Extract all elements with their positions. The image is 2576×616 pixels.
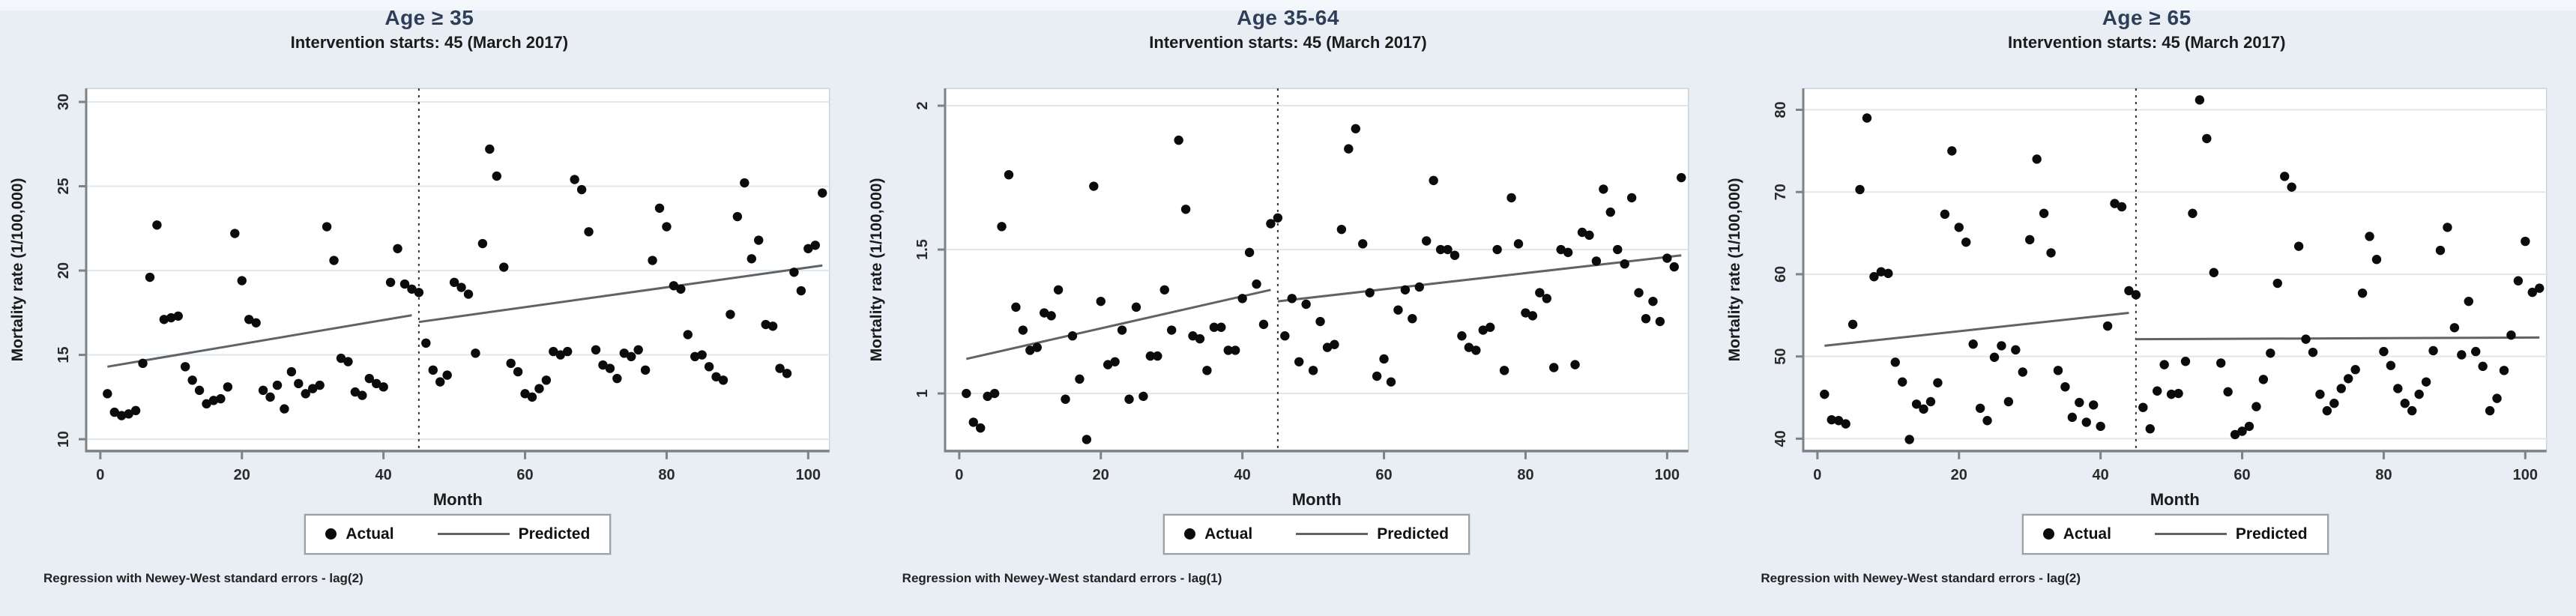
svg-text:100: 100 [1654, 467, 1679, 483]
chart-title: Age ≥ 65 [2102, 6, 2192, 29]
scatter-plot: 10 15 20 25 30 0 20 40 60 80 100 Mortality rate (1… [9, 88, 830, 509]
chart-subtitle: Intervention starts: 45 (March 2017) [290, 33, 569, 52]
legend-row: Actual Predicted [0, 513, 859, 555]
svg-text:20: 20 [1092, 467, 1108, 483]
svg-text:1.5: 1.5 [914, 239, 931, 260]
svg-text:60: 60 [516, 467, 533, 483]
actual-marker-icon [325, 528, 337, 540]
scatter-plot: 40 50 60 70 80 0 20 40 60 80 100 Mortality rate (1… [1726, 88, 2548, 509]
actual-marker-icon [2042, 528, 2054, 540]
panel-age-ge-65: Age ≥ 65 Intervention starts: 45 (March … [1717, 0, 2576, 616]
plot-render: 11.520 20 40 60 80 100 [914, 88, 1689, 483]
legend: Actual Predicted [2021, 513, 2329, 555]
svg-text:60: 60 [1375, 467, 1392, 483]
svg-text:60: 60 [2234, 467, 2251, 483]
predicted-line-icon [2154, 533, 2227, 536]
svg-text:80: 80 [658, 467, 675, 483]
regression-note: Regression with Newey-West standard erro… [43, 570, 364, 585]
legend-predicted-label: Predicted [2235, 525, 2308, 543]
plot-render: 40 50 60 70 80 0 20 40 60 80 100 [1773, 88, 2548, 483]
chart-title: Age 35-64 [1237, 6, 1339, 29]
y-axis-label: Mortality rate (1/100,000) [1726, 178, 1743, 361]
legend-predicted-label: Predicted [518, 525, 591, 543]
svg-text:20: 20 [234, 467, 250, 483]
svg-text:100: 100 [796, 467, 821, 483]
legend-actual-label: Actual [1204, 525, 1253, 543]
svg-text:15: 15 [55, 346, 72, 363]
legend-actual-label: Actual [346, 525, 394, 543]
svg-text:40: 40 [2093, 467, 2109, 483]
svg-text:0: 0 [955, 467, 963, 483]
legend-row: Actual Predicted [859, 513, 1718, 555]
chart-title: Age ≥ 35 [384, 6, 474, 29]
x-axis-label: Month [433, 490, 483, 509]
svg-text:50: 50 [1773, 348, 1789, 365]
panel-age-ge-35: Age ≥ 35 Intervention starts: 45 (March … [0, 0, 859, 616]
predicted-line-icon [1296, 533, 1369, 536]
predicted-line-icon [437, 533, 510, 536]
regression-note: Regression with Newey-West standard erro… [1761, 570, 2081, 585]
svg-text:80: 80 [1517, 467, 1533, 483]
y-axis-label: Mortality rate (1/100,000) [868, 178, 885, 361]
svg-text:30: 30 [55, 94, 72, 110]
svg-text:20: 20 [1951, 467, 1967, 483]
svg-text:1: 1 [914, 389, 931, 397]
svg-text:40: 40 [1773, 430, 1789, 447]
legend-actual-label: Actual [2063, 525, 2111, 543]
x-axis-label: Month [1292, 490, 1342, 509]
regression-note: Regression with Newey-West standard erro… [902, 570, 1222, 585]
svg-text:25: 25 [55, 178, 72, 194]
svg-text:70: 70 [1773, 184, 1789, 200]
svg-text:0: 0 [96, 467, 104, 483]
y-axis-label: Mortality rate (1/100,000) [9, 178, 26, 361]
chart-subtitle: Intervention starts: 45 (March 2017) [1149, 33, 1427, 52]
svg-text:80: 80 [1773, 101, 1789, 118]
chart-subtitle: Intervention starts: 45 (March 2017) [2007, 33, 2286, 52]
svg-text:60: 60 [1773, 266, 1789, 283]
svg-text:100: 100 [2513, 467, 2538, 483]
svg-text:2: 2 [914, 101, 931, 109]
legend: Actual Predicted [1162, 513, 1471, 555]
actual-marker-icon [1184, 528, 1196, 540]
panel-age-35-64: Age 35-64 Intervention starts: 45 (March… [859, 0, 1718, 616]
svg-text:40: 40 [375, 467, 392, 483]
legend-row: Actual Predicted [1717, 513, 2576, 555]
legend: Actual Predicted [304, 513, 612, 555]
svg-text:0: 0 [1814, 467, 1822, 483]
svg-text:40: 40 [1234, 467, 1250, 483]
svg-text:20: 20 [55, 262, 72, 279]
legend-predicted-label: Predicted [1377, 525, 1449, 543]
svg-text:10: 10 [55, 431, 72, 447]
plot-render: 10 15 20 25 30 0 20 40 60 80 100 [55, 88, 830, 483]
svg-text:80: 80 [2376, 467, 2392, 483]
scatter-plot: 11.520 20 40 60 80 100 Mortality rate (1/100,… [868, 88, 1689, 509]
x-axis-label: Month [2150, 490, 2200, 509]
